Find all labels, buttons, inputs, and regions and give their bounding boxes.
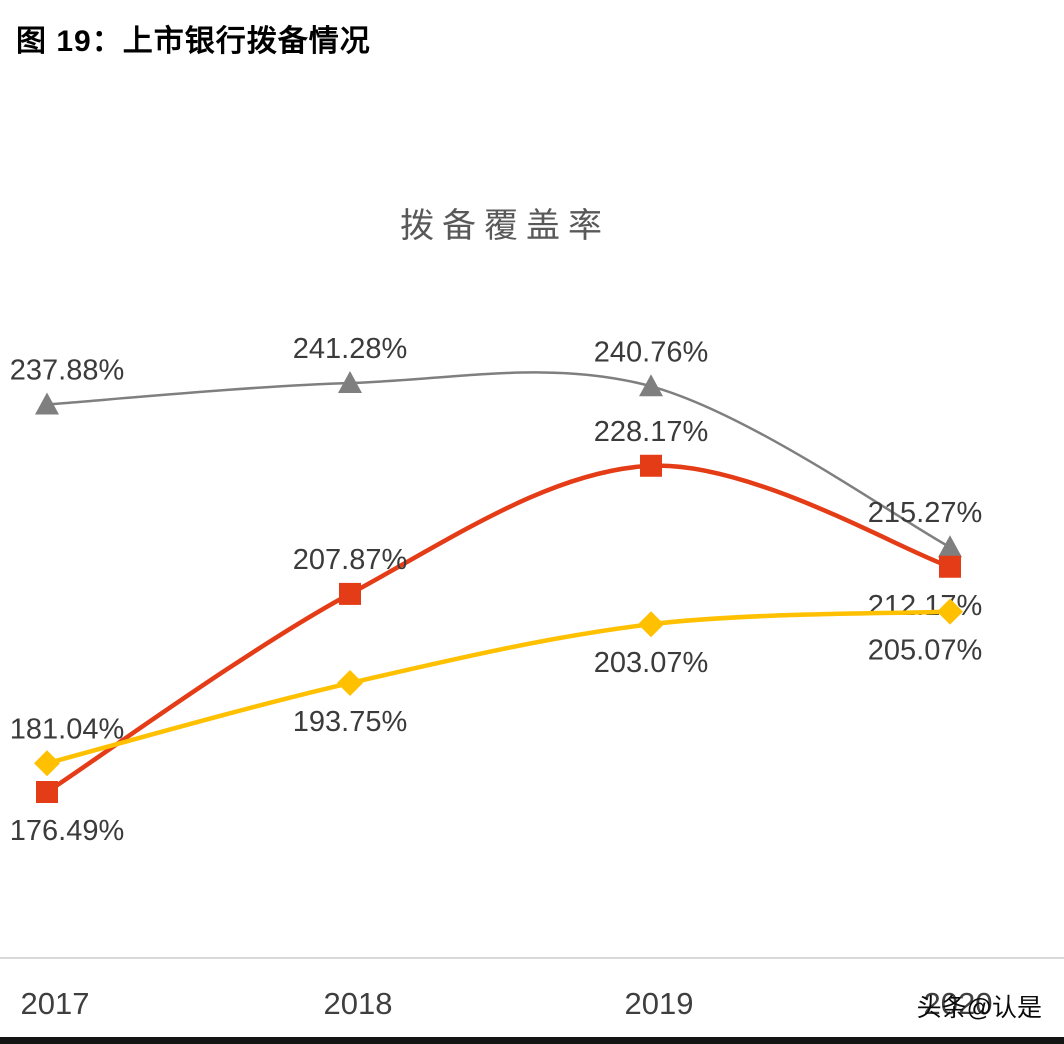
gray-triangle-series-label-2018: 241.28%: [293, 333, 408, 365]
gray-triangle-series-label-2017: 237.88%: [10, 354, 125, 386]
figure-caption: 图 19：上市银行拨备情况: [16, 25, 371, 58]
red-square-series-label-2017: 176.49%: [10, 815, 125, 847]
red-square-series-point-2019-marker: [640, 454, 662, 477]
yellow-diamond-series-label-2020: 205.07%: [868, 635, 983, 667]
chart-title: 拨备覆盖率: [400, 207, 610, 245]
red-square-series-label-2018: 207.87%: [293, 544, 408, 576]
gray-triangle-series-point-2017-marker: [35, 392, 59, 415]
yellow-diamond-series-line: [44, 609, 953, 766]
yellow-diamond-series-point-2018-marker: [337, 670, 363, 697]
yellow-diamond-series-point-2020-marker: [937, 598, 963, 625]
gray-triangle-series-label-2020: 215.27%: [868, 497, 983, 529]
watermark: 头条@认是: [916, 994, 1042, 1022]
red-square-series-point-2017-marker: [36, 780, 58, 803]
yellow-diamond-series-point-2017-marker: [34, 750, 60, 777]
red-square-series-label-2020: 212.17%: [868, 590, 983, 622]
gray-triangle-series-point-2020-marker: [938, 535, 962, 558]
red-square-series-point-2018-marker: [339, 582, 361, 605]
yellow-diamond-series-label-2019: 203.07%: [594, 647, 709, 679]
red-square-series-point-2020-marker: [939, 555, 961, 578]
bottom-bar: [0, 1037, 1064, 1044]
yellow-diamond-series-point-2019-marker: [638, 611, 664, 638]
x-axis-label-2017: 2017: [21, 986, 90, 1021]
gray-triangle-series-label-2019: 240.76%: [594, 336, 709, 368]
x-axis-label-2019: 2019: [625, 986, 694, 1021]
yellow-diamond-series-label-2017: 181.04%: [10, 713, 125, 745]
yellow-diamond-series-label-2018: 193.75%: [293, 706, 408, 738]
gray-triangle-series-point-2018-marker: [338, 371, 362, 393]
gray-triangle-series-point-2019-marker: [639, 374, 663, 397]
x-axis-label-2020: 2020: [924, 986, 993, 1021]
gray-triangle-series-line: [45, 371, 952, 549]
x-axis-label-2018: 2018: [324, 986, 393, 1021]
red-square-series-label-2019: 228.17%: [594, 416, 709, 448]
red-square-series-line: [44, 463, 953, 795]
